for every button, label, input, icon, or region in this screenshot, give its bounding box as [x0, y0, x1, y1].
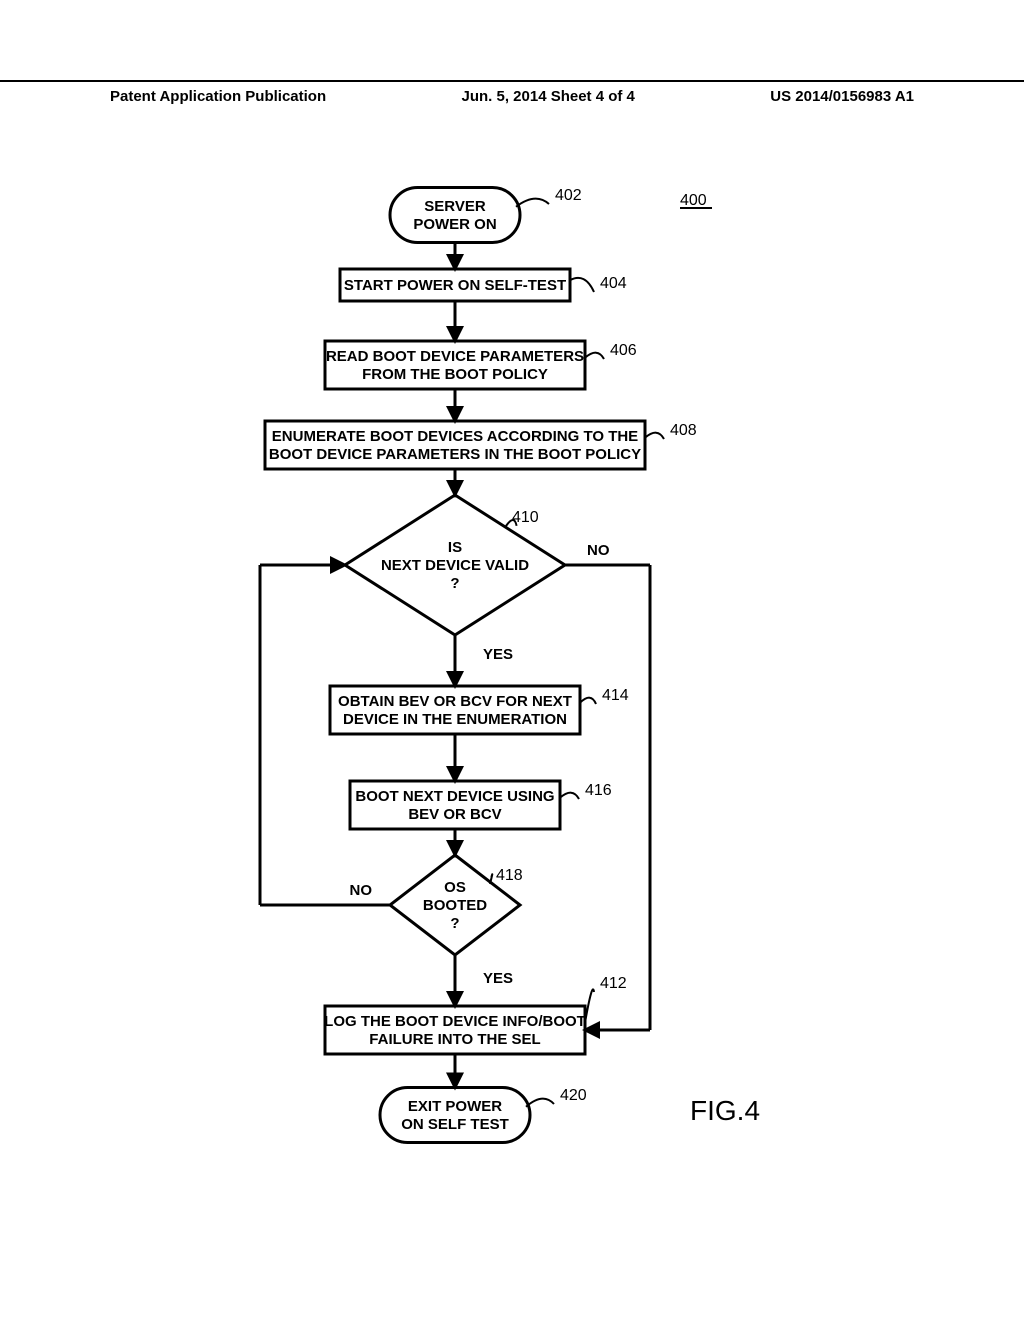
ref-leader-404 — [570, 278, 594, 292]
svg-text:FROM THE BOOT POLICY: FROM THE BOOT POLICY — [362, 366, 548, 383]
header-left: Patent Application Publication — [110, 88, 326, 105]
svg-text:OBTAIN BEV OR BCV FOR NEXT: OBTAIN BEV OR BCV FOR NEXT — [338, 693, 572, 710]
svg-text:NEXT DEVICE VALID: NEXT DEVICE VALID — [381, 557, 529, 574]
svg-text:NO: NO — [350, 882, 373, 899]
ref-leader-408 — [645, 433, 664, 439]
svg-text:?: ? — [450, 575, 459, 592]
svg-text:418: 418 — [496, 867, 523, 884]
svg-text:410: 410 — [512, 509, 539, 526]
svg-text:414: 414 — [602, 687, 629, 704]
svg-text:BOOT DEVICE PARAMETERS IN THE: BOOT DEVICE PARAMETERS IN THE BOOT POLIC… — [269, 446, 641, 463]
svg-text:400: 400 — [680, 192, 707, 209]
svg-text:LOG THE BOOT DEVICE INFO/BOOT: LOG THE BOOT DEVICE INFO/BOOT — [324, 1013, 586, 1030]
svg-text:NO: NO — [587, 542, 610, 559]
svg-text:START POWER ON SELF-TEST: START POWER ON SELF-TEST — [344, 277, 566, 294]
page-header: Patent Application Publication Jun. 5, 2… — [0, 80, 1024, 105]
header-right: US 2014/0156983 A1 — [770, 88, 914, 105]
flowchart-svg: SERVERPOWER ON 402 START POWER ON SELF-TES… — [0, 160, 1024, 1280]
svg-text:408: 408 — [670, 422, 697, 439]
ref-leader-402 — [516, 199, 549, 207]
svg-text:?: ? — [450, 915, 459, 932]
flowchart-container: SERVERPOWER ON 402 START POWER ON SELF-TES… — [0, 160, 1024, 1285]
ref-leader-406 — [585, 353, 604, 359]
figure-label: FIG.4 — [690, 1095, 760, 1126]
svg-text:READ BOOT DEVICE PARAMETERS: READ BOOT DEVICE PARAMETERS — [326, 348, 584, 365]
svg-text:ENUMERATE BOOT DEVICES ACCORDI: ENUMERATE BOOT DEVICES ACCORDING TO THE — [272, 428, 638, 445]
svg-text:416: 416 — [585, 782, 612, 799]
svg-text:YES: YES — [483, 970, 513, 987]
svg-text:EXIT POWER: EXIT POWER — [408, 1098, 502, 1115]
svg-text:IS: IS — [448, 539, 462, 556]
ref-leader-420 — [526, 1099, 554, 1107]
ref-leader-416 — [560, 793, 579, 799]
svg-text:FAILURE INTO THE SEL: FAILURE INTO THE SEL — [369, 1031, 540, 1048]
svg-text:420: 420 — [560, 1087, 587, 1104]
svg-text:SERVER: SERVER — [424, 198, 486, 215]
svg-text:OS: OS — [444, 879, 466, 896]
svg-text:BEV OR BCV: BEV OR BCV — [408, 806, 501, 823]
svg-text:406: 406 — [610, 342, 637, 359]
svg-text:412: 412 — [600, 975, 627, 992]
header-center: Jun. 5, 2014 Sheet 4 of 4 — [461, 88, 634, 105]
svg-text:POWER ON: POWER ON — [413, 216, 496, 233]
terminator-420 — [380, 1088, 530, 1143]
svg-text:404: 404 — [600, 275, 627, 292]
terminator-402 — [390, 188, 520, 243]
ref-leader-414 — [580, 698, 596, 704]
svg-text:BOOTED: BOOTED — [423, 897, 487, 914]
svg-text:ON SELF TEST: ON SELF TEST — [401, 1116, 509, 1133]
svg-text:402: 402 — [555, 187, 582, 204]
svg-text:YES: YES — [483, 646, 513, 663]
svg-text:DEVICE IN THE ENUMERATION: DEVICE IN THE ENUMERATION — [343, 711, 567, 728]
svg-text:BOOT NEXT DEVICE USING: BOOT NEXT DEVICE USING — [355, 788, 554, 805]
